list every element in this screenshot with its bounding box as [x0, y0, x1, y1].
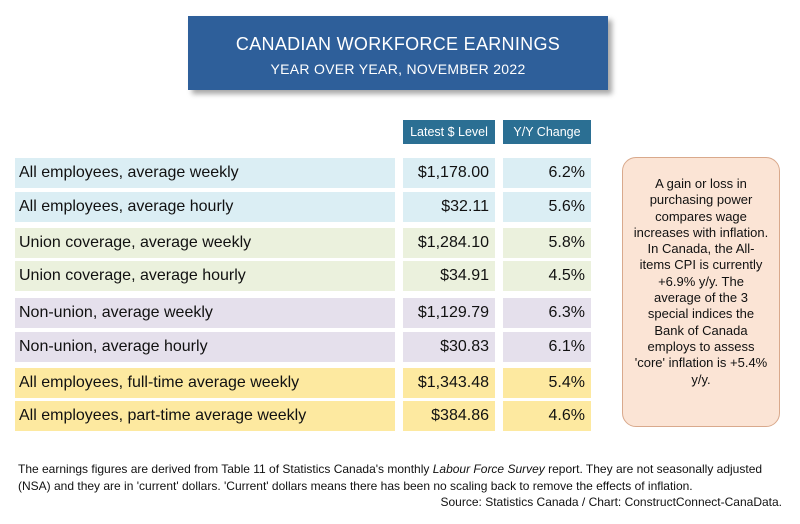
row-level-value: $34.91 [403, 261, 495, 291]
footnote-survey-name: Labour Force Survey [432, 462, 545, 476]
row-change-value: 6.2% [503, 158, 591, 188]
footnote: The earnings figures are derived from Ta… [18, 461, 788, 495]
footnote-text-1: The earnings figures are derived from Ta… [18, 462, 433, 476]
row-change-value: 5.8% [503, 228, 591, 258]
row-change-value: 4.5% [503, 261, 591, 291]
row-level-value: $384.86 [403, 401, 495, 431]
chart-title: CANADIAN WORKFORCE EARNINGS [235, 34, 561, 54]
row-level-value: $32.11 [403, 192, 495, 222]
row-label: All employees, average weekly [15, 158, 395, 188]
row-change-value: 5.4% [503, 368, 591, 398]
inflation-note: A gain or loss in purchasing power compa… [622, 157, 780, 427]
chart-subtitle: YEAR OVER YEAR, NOVEMBER 2022 [270, 61, 526, 77]
footnote-text-2: report. They are not seasonally adjusted… [18, 462, 763, 493]
row-change-value: 6.3% [503, 298, 591, 328]
row-change-value: 6.1% [503, 332, 591, 362]
row-label: Non-union, average hourly [15, 332, 395, 362]
row-level-value: $1,129.79 [403, 298, 495, 328]
row-label: All employees, part-time average weekly [15, 401, 395, 431]
title-banner: CANADIAN WORKFORCE EARNINGS YEAR OVER YE… [188, 16, 608, 90]
source-line: Source: Statistics Canada / Chart: Const… [440, 495, 783, 509]
column-header-level: Latest $ Level [403, 120, 495, 144]
row-level-value: $1,284.10 [403, 228, 495, 258]
row-level-value: $1,343.48 [403, 368, 495, 398]
row-label: All employees, full-time average weekly [15, 368, 395, 398]
row-level-value: $1,178.00 [403, 158, 495, 188]
row-label: Union coverage, average hourly [15, 261, 395, 291]
row-level-value: $30.83 [403, 332, 495, 362]
column-header-change: Y/Y Change [503, 120, 591, 144]
row-label: All employees, average hourly [15, 192, 395, 222]
row-label: Union coverage, average weekly [15, 228, 395, 258]
row-change-value: 4.6% [503, 401, 591, 431]
row-label: Non-union, average weekly [15, 298, 395, 328]
row-change-value: 5.6% [503, 192, 591, 222]
